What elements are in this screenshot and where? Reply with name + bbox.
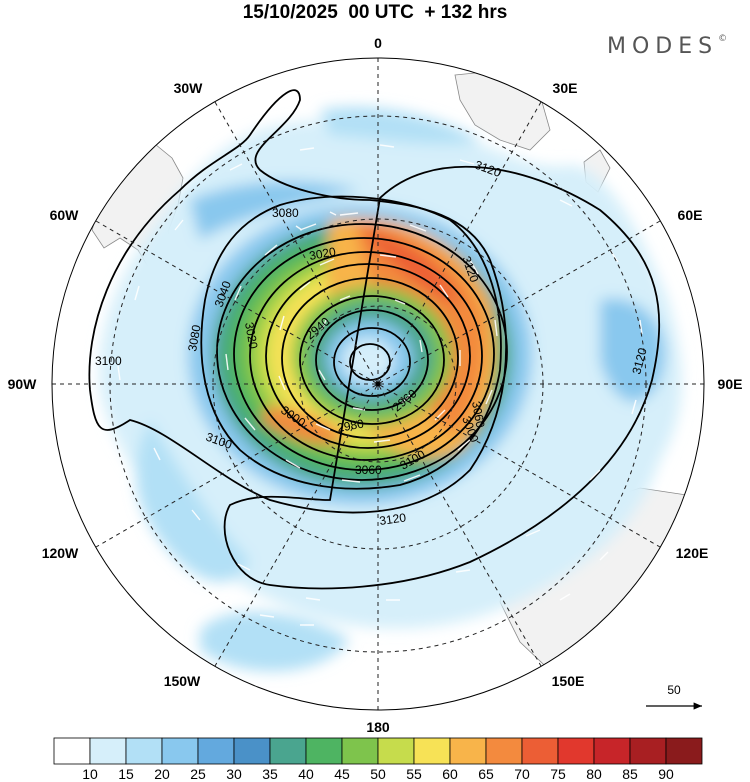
colorbar-tick-label: 35 (262, 766, 278, 782)
contour-3100 (88, 89, 507, 514)
colorbar-swatch (413, 737, 451, 765)
colorbar-swatch (341, 737, 379, 765)
contour-label: 3100 (95, 354, 122, 368)
reference-vector: 50 (646, 683, 702, 710)
colorbar-swatch (197, 737, 235, 765)
colorbar-swatch (53, 737, 91, 765)
colorbar-tick-label: 25 (190, 766, 206, 782)
colorbar-tick-label: 45 (334, 766, 350, 782)
colorbar-swatch (629, 737, 667, 765)
contour-label: 3060 (469, 400, 487, 429)
lon-label-30e: 30E (553, 80, 578, 96)
map-boundary (51, 57, 705, 711)
contour-label: 3020 (308, 244, 337, 262)
colorbar-tick-label: 80 (586, 766, 602, 782)
lon-label-30w: 30W (174, 80, 204, 96)
lon-label-150w: 150W (164, 673, 201, 689)
colorbar-swatch (665, 737, 703, 765)
contour-label: 3120 (378, 510, 407, 528)
contour-label: 3060 (355, 463, 382, 477)
colorbar-tick-label: 75 (550, 766, 566, 782)
contour-label: 3080 (185, 323, 203, 352)
colorbar-swatch (125, 737, 163, 765)
map-disk (52, 58, 704, 710)
lon-label-120w: 120W (42, 545, 79, 561)
colorbar-tick-label: 55 (406, 766, 422, 782)
height-contours (88, 89, 661, 590)
colorbar-swatch (557, 737, 595, 765)
lon-label-60w: 60W (50, 207, 80, 223)
longitude-labels: 0 30E 60E 90E 120E 150E 180 150W 120W 90… (8, 35, 743, 735)
colorbar-swatch (521, 737, 559, 765)
contour-label: 3120 (629, 346, 650, 376)
colorbar-tick-label: 15 (118, 766, 134, 782)
contour-3080 (200, 195, 502, 490)
colorbar-swatch (485, 737, 523, 765)
colorbar-tick-label: 65 (478, 766, 494, 782)
brand-logo: MODES© (607, 34, 727, 59)
lon-label-0: 0 (374, 35, 382, 51)
lon-label-180: 180 (366, 719, 390, 735)
colorbar-tick-label: 90 (658, 766, 674, 782)
wind-vectors (117, 144, 643, 681)
colorbar-tick-label: 50 (370, 766, 386, 782)
colorbar-swatch (89, 737, 127, 765)
colorbar-tick-label: 85 (622, 766, 638, 782)
colorbar-swatch (161, 737, 199, 765)
lon-label-90e: 90E (718, 376, 743, 392)
colorbar-tick-label: 10 (82, 766, 98, 782)
colorbar: 10 15 20 25 30 35 40 45 50 55 60 65 70 75 80 85 90 (53, 737, 703, 782)
brand-name: MODES (607, 34, 719, 59)
colorbar-tick-label: 20 (154, 766, 170, 782)
graticule (52, 58, 704, 710)
lon-label-60e: 60E (678, 207, 703, 223)
colorbar-tick-label: 40 (298, 766, 314, 782)
map-title: 15/10/2025 00 UTC + 132 hrs (242, 2, 508, 23)
colorbar-tick-label: 70 (514, 766, 530, 782)
colorbar-swatch (233, 737, 271, 765)
colorbar-swatch (593, 737, 631, 765)
colorbar-tick-label: 60 (442, 766, 458, 782)
colorbar-swatch (449, 737, 487, 765)
copyright-mark: © (718, 34, 728, 44)
lon-label-90w: 90W (8, 376, 38, 392)
south-pole-marker (375, 381, 381, 387)
contour-3120 (223, 165, 661, 590)
contour-label: 2980 (336, 416, 365, 434)
lon-label-150e: 150E (552, 673, 585, 689)
colorbar-swatch (377, 737, 415, 765)
reference-vector-label: 50 (667, 683, 681, 697)
contour-label: 3020 (242, 321, 260, 350)
colorbar-swatch (269, 737, 307, 765)
colorbar-tick-label: 30 (226, 766, 242, 782)
lon-label-120e: 120E (676, 545, 709, 561)
contour-label: 3080 (272, 206, 299, 220)
colorbar-swatch (305, 737, 343, 765)
